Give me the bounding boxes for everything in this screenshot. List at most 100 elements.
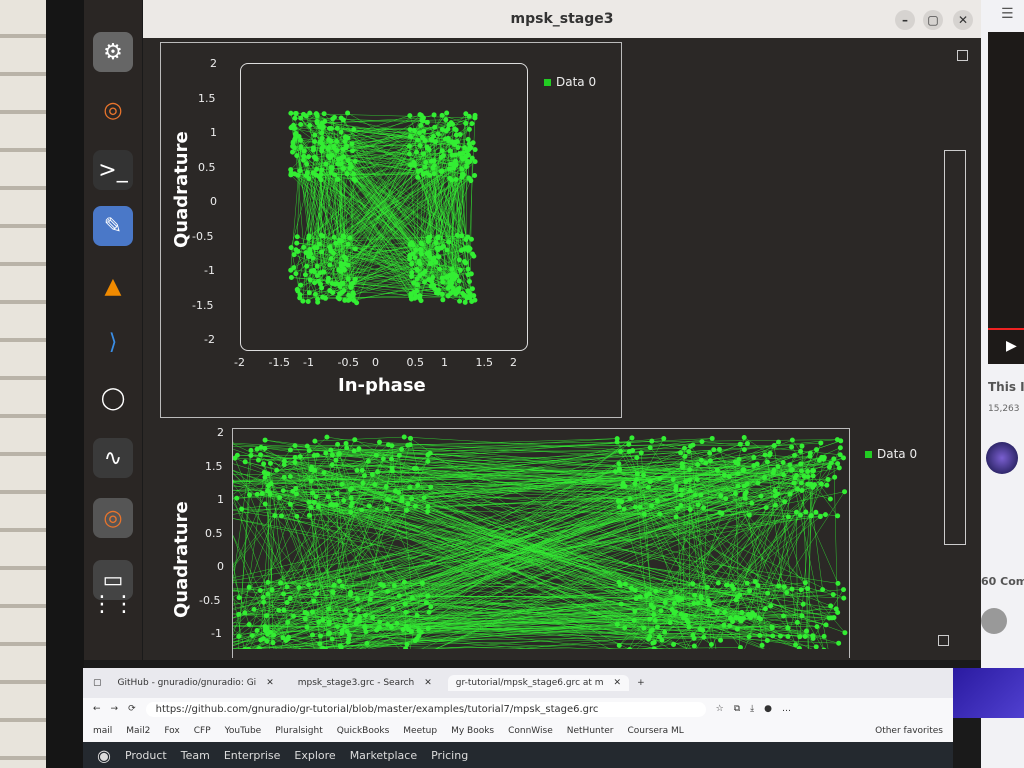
data-point [613,469,619,475]
gnuradio-companion-icon[interactable]: ◎ [93,498,133,538]
plot2-legend[interactable]: Data 0 [865,447,917,461]
maximize-button[interactable]: ▢ [923,10,943,30]
data-point [718,637,724,643]
github-nav-item[interactable]: Pricing [431,748,469,762]
address-bar[interactable]: https://github.com/gnuradio/gr-tutorial/… [145,701,706,717]
refresh-icon[interactable]: ⟳ [128,704,136,714]
system-monitor-icon[interactable]: ∿ [93,438,133,478]
github-nav-item[interactable]: Enterprise [223,748,281,762]
video-progress[interactable] [988,328,1024,330]
bookmark-item[interactable]: QuickBooks [336,726,390,736]
collections-icon[interactable]: ⧉ [733,704,741,714]
minimize-button[interactable]: – [895,10,915,30]
tab-close-icon[interactable]: ✕ [266,678,274,688]
other-favorites[interactable]: Other favorites [875,726,943,736]
bookmark-item[interactable]: CFP [193,726,211,736]
bookmark-item[interactable]: Meetup [403,726,438,736]
data-point [292,115,298,121]
more-icon[interactable]: … [782,704,791,714]
y-tick-label: -1 [204,264,215,277]
favorites-icon[interactable]: ☆ [715,704,724,714]
browser-tab[interactable]: mpsk_stage3.grc - Search ✕ [290,675,440,691]
github-nav-item[interactable]: Team [180,748,210,762]
data-point [428,158,434,164]
tab-close-icon[interactable]: ✕ [613,678,622,688]
github-nav-item[interactable]: Product [124,748,167,762]
data-point [649,438,655,444]
restore-panel-button[interactable] [957,50,968,61]
bookmark-item[interactable]: My Books [451,726,495,736]
data-point [314,273,320,279]
new-tab-button[interactable]: + [637,678,645,688]
data-point [265,591,271,597]
bookmark-item[interactable]: Mail2 [126,726,151,736]
data-point [342,297,348,303]
menu-icon[interactable]: ☰ [1001,6,1014,22]
browser-tab[interactable]: GitHub - gnuradio/gnuradio: Gi ✕ [110,675,282,691]
data-point [681,445,687,451]
network-icon[interactable]: ◯ [100,385,126,411]
data-point [737,592,743,598]
y-tick-label: 0 [210,195,217,208]
vlc-icon[interactable]: ▲ [104,273,122,299]
data-point [430,257,436,263]
settings-icon[interactable]: ⚙ [93,32,133,72]
data-point [457,131,463,137]
github-logo-icon[interactable]: ◉ [97,745,111,765]
x-tick-label: -2 [234,356,245,369]
vscode-icon[interactable]: ⟩ [108,329,118,355]
monitor-bezel [46,0,84,768]
data-point [785,514,791,520]
video-player[interactable]: ▶ [988,32,1024,364]
scrollbar[interactable] [944,150,966,545]
data-point [418,122,424,128]
data-point [454,287,460,293]
data-point [424,119,430,125]
bookmark-item[interactable]: Coursera ML [627,726,684,736]
terminal-icon[interactable]: >_ [93,150,133,190]
data-point [388,624,394,630]
data-point [657,476,663,482]
data-point [292,459,298,465]
data-point [444,110,450,116]
data-point [264,613,270,619]
plot1-frame: 2 1.5 1 0.5 0 -0.5 -1 -1.5 -2 -2 -1.5 -1 -0.5 0 0.5 1 1.… [160,42,622,418]
close-button[interactable]: ✕ [953,10,973,30]
restore-panel-button[interactable] [938,635,949,646]
github-nav-item[interactable]: Explore [294,748,336,762]
tab-actions-icon[interactable]: ▢ [93,678,102,688]
drive-icon[interactable]: ▭ [93,560,133,600]
plot1-legend[interactable]: Data 0 [544,75,596,89]
data-point [389,443,395,449]
downloads-icon[interactable]: ⤓ [750,704,755,714]
back-icon[interactable]: ← [93,704,101,714]
bookmark-item[interactable]: YouTube [224,726,262,736]
github-nav-item[interactable]: Marketplace [349,748,418,762]
data-point [302,616,308,622]
bookmark-item[interactable]: ConnWise [508,726,553,736]
gnuradio-icon[interactable]: ◎ [103,97,123,123]
data-point [626,441,632,447]
data-point [746,634,752,640]
play-icon[interactable]: ▶ [1006,338,1017,354]
app-grid-icon[interactable]: ⋮⋮ [91,591,135,617]
bookmark-item[interactable]: mail [93,726,113,736]
data-point [298,282,304,288]
browser-tab[interactable]: gr-tutorial/mpsk_stage6.grc at m ✕ [447,675,630,691]
video-title[interactable]: This Is [988,380,1024,394]
bookmark-item[interactable]: Pluralsight [275,726,323,736]
data-point [454,232,460,238]
data-point [718,493,724,499]
text-editor-icon[interactable]: ✎ [93,206,133,246]
data-point [679,461,685,467]
data-point [333,457,339,463]
data-point [265,488,271,494]
data-point [628,585,634,591]
profile-avatar[interactable]: ● [764,704,772,714]
data-point [827,496,833,502]
forward-icon[interactable]: → [110,704,119,714]
channel-avatar[interactable] [986,442,1018,474]
bookmark-item[interactable]: Fox [164,726,180,736]
bookmark-item[interactable]: NetHunter [566,726,614,736]
tab-close-icon[interactable]: ✕ [424,678,432,688]
